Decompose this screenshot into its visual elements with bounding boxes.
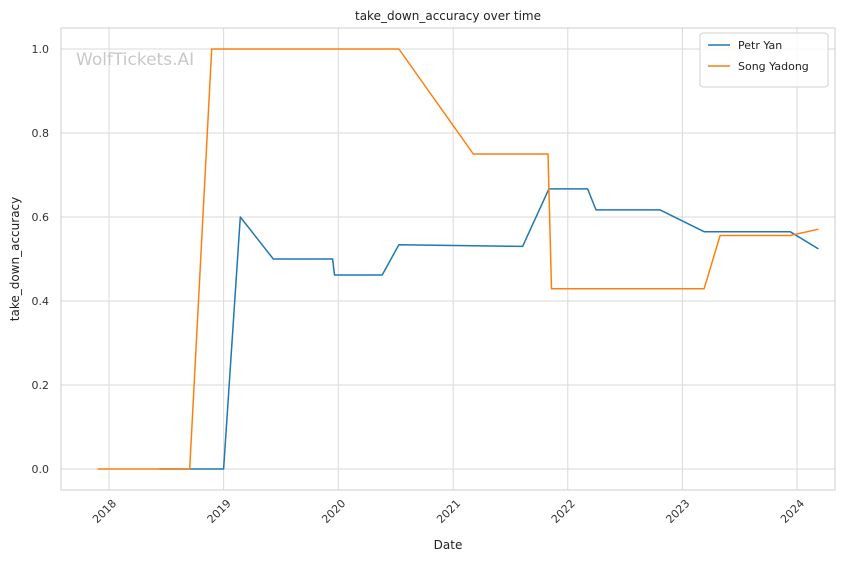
series-lines — [97, 48, 819, 470]
y-axis-label: take_down_accuracy — [8, 197, 22, 321]
legend-label: Song Yadong — [738, 60, 809, 73]
chart-title: take_down_accuracy over time — [355, 9, 541, 23]
y-tick-label: 0.6 — [32, 211, 50, 224]
legend-label: Petr Yan — [738, 39, 782, 52]
plot-frame — [60, 27, 836, 491]
legend: Petr Yan Song Yadong — [699, 32, 829, 88]
series-line — [97, 48, 819, 470]
y-tick-label: 0.8 — [32, 127, 50, 140]
series-line — [159, 188, 819, 470]
watermark-text: WolfTickets.AI — [76, 50, 194, 70]
x-axis-label: Date — [434, 538, 463, 552]
y-tick-label: 1.0 — [32, 43, 50, 56]
legend-box — [699, 32, 829, 88]
y-tick-label: 0.2 — [32, 379, 50, 392]
y-tick-label: 0.0 — [32, 463, 50, 476]
y-tick-label: 0.4 — [32, 295, 50, 308]
y-axis-ticks: 0.0 0.2 0.4 0.6 0.8 1.0 — [32, 43, 50, 476]
